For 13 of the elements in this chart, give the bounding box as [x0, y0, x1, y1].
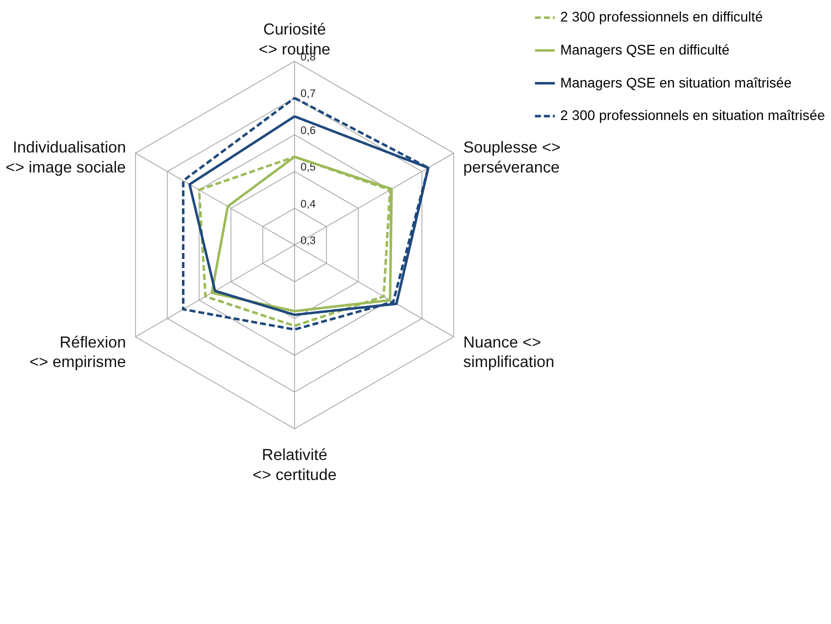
y-tick-label: 0,7: [300, 88, 316, 100]
spoke-label: Réflexion <> empirisme: [30, 334, 126, 372]
spoke-label: Souplesse <> perséverance: [463, 140, 561, 177]
spoke-label: Relativité <> certitude: [252, 447, 337, 484]
legend-label: Managers QSE en difficulté: [560, 41, 730, 58]
y-tick-label: 0,4: [300, 198, 316, 210]
legend-label: 2 300 professionnels en situation maîtrisée: [560, 107, 826, 124]
legend-label: Managers QSE en situation maîtrisée: [560, 74, 792, 90]
spoke-label: Individualisation <> image sociale: [6, 140, 126, 177]
spoke-label: Nuance <> simplification: [463, 334, 554, 372]
legend-label: 2 300 professionnels en difficulté: [560, 8, 764, 25]
y-tick-label: 0,6: [300, 124, 316, 137]
y-tick-label: 0,3: [300, 235, 316, 248]
